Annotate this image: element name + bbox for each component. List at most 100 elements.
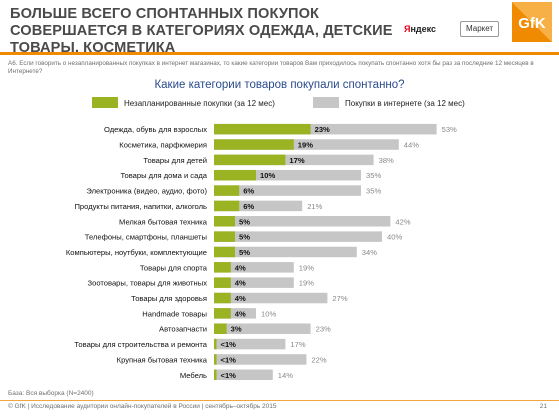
category-label: Одежда, обувь для взрослых — [104, 125, 207, 134]
gfk-logo: GfK — [512, 2, 552, 42]
bar-online — [214, 216, 391, 227]
bar-online — [214, 308, 256, 319]
data-label-unplanned: 5% — [239, 233, 250, 242]
footer-rule — [0, 400, 559, 401]
category-label: Мебель — [180, 371, 207, 380]
category-label: Электроника (видео, аудио, фото) — [86, 187, 207, 196]
category-label: Продукты питания, напитки, алкоголь — [74, 202, 207, 211]
data-label-online: 42% — [395, 217, 410, 226]
bar-online — [214, 277, 294, 288]
data-label-online: 23% — [316, 325, 331, 334]
base-note: База: Вся выборка (N=2400) — [8, 390, 94, 397]
bar-unplanned — [214, 169, 256, 181]
bar-unplanned — [214, 338, 217, 350]
bar-unplanned — [214, 323, 227, 334]
data-label-online: 53% — [442, 125, 457, 134]
category-label: Товары для спорта — [140, 263, 208, 272]
data-label-online: 40% — [387, 233, 402, 242]
page-number: 21 — [539, 403, 547, 410]
data-label-unplanned: 4% — [235, 279, 246, 288]
bar-unplanned — [214, 231, 235, 242]
data-label-online: 10% — [261, 309, 276, 318]
data-label-online: 44% — [404, 141, 419, 150]
data-label-unplanned: 19% — [298, 141, 313, 150]
category-label: Зоотовары, товары для животных — [88, 279, 208, 288]
bar-online — [214, 262, 294, 273]
data-label-online: 34% — [362, 248, 377, 257]
bar-online — [214, 185, 361, 196]
question-note: A6. Если говорить о незапланированных по… — [8, 60, 534, 75]
bar-online — [214, 338, 286, 350]
data-label-online: 21% — [307, 202, 322, 211]
data-label-online: 17% — [290, 340, 305, 349]
bar-unplanned — [214, 123, 311, 135]
bar-online — [214, 231, 382, 242]
bar-unplanned — [214, 216, 235, 227]
data-label-unplanned: 5% — [239, 248, 250, 257]
data-label-online: 19% — [299, 279, 314, 288]
category-label: Handmade товары — [142, 309, 207, 318]
bar-online — [214, 369, 273, 381]
category-label: Косметика, парфюмерия — [119, 141, 207, 150]
legend-swatch-unplanned — [92, 97, 118, 108]
yandex-wordmark-initial: Я — [404, 24, 411, 34]
bar-unplanned — [214, 308, 231, 319]
data-label-unplanned: 4% — [235, 263, 246, 272]
data-label-online: 14% — [278, 371, 293, 380]
gfk-logo-text: GfK — [518, 15, 546, 32]
data-label-online: 27% — [332, 294, 347, 303]
bar-unplanned — [214, 354, 217, 365]
data-label-unplanned: <1% — [221, 371, 237, 380]
market-badge: Маркет — [460, 21, 500, 37]
category-label: Мелкая бытовая техника — [119, 217, 208, 226]
bar-online — [214, 292, 328, 304]
category-label: Крупная бытовая техника — [117, 355, 208, 364]
data-label-unplanned: 4% — [235, 309, 246, 318]
category-label: Товары для здоровья — [131, 294, 207, 303]
bar-unplanned — [214, 200, 240, 212]
bar-online — [214, 246, 357, 258]
category-label: Автозапчасти — [159, 325, 207, 334]
data-label-online: 22% — [311, 355, 326, 364]
data-label-unplanned: 17% — [289, 156, 304, 165]
bar-unplanned — [214, 292, 231, 304]
bar-unplanned — [214, 262, 231, 273]
data-label-online: 35% — [366, 187, 381, 196]
data-label-unplanned: 6% — [243, 187, 254, 196]
header-accent-rule — [0, 52, 559, 55]
data-label-unplanned: 3% — [231, 325, 242, 334]
data-label-unplanned: <1% — [221, 355, 237, 364]
chart-title: Какие категории товаров покупали спонтан… — [154, 79, 405, 91]
data-label-unplanned: <1% — [221, 340, 237, 349]
legend-label-online: Покупки в интернете (за 12 мес) — [345, 99, 465, 108]
bar-unplanned — [214, 369, 217, 381]
bar-unplanned — [214, 139, 294, 150]
data-label-online: 19% — [299, 263, 314, 272]
bar-online — [214, 354, 307, 365]
footer-source: © GfK | Исследование аудитории онлайн-по… — [8, 403, 277, 410]
data-label-unplanned: 10% — [260, 171, 275, 180]
category-label: Компьютеры, ноутбуки, комплектующие — [66, 248, 207, 257]
legend-swatch-online — [313, 97, 339, 108]
yandex-wordmark: Яндекс — [404, 17, 436, 41]
bar-online — [214, 323, 311, 334]
data-label-unplanned: 5% — [239, 217, 250, 226]
bar-online — [214, 169, 361, 181]
category-label: Товары для детей — [143, 156, 207, 165]
bar-online — [214, 154, 374, 166]
yandex-market-logo: Яндекс Маркет — [400, 17, 507, 41]
bar-unplanned — [214, 277, 231, 288]
bar-online — [214, 139, 399, 150]
legend-label-unplanned: Незапланированные покупки (за 12 мес) — [124, 99, 275, 108]
bar-online — [214, 123, 437, 135]
yandex-wordmark-rest: ндекс — [410, 24, 437, 34]
bar-online — [214, 200, 303, 212]
category-label: Товары для дома и сада — [120, 171, 207, 180]
bar-unplanned — [214, 185, 240, 196]
bar-unplanned — [214, 154, 286, 166]
data-label-unplanned: 4% — [235, 294, 246, 303]
category-label: Товары для строительства и ремонта — [74, 340, 207, 349]
data-label-online: 35% — [366, 171, 381, 180]
data-label-online: 38% — [379, 156, 394, 165]
